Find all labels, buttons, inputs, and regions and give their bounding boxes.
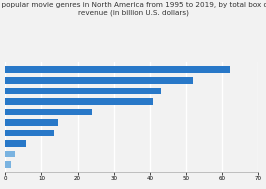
Bar xyxy=(5,161,11,168)
Bar xyxy=(5,130,54,136)
Bar xyxy=(5,77,193,84)
Bar xyxy=(5,88,161,94)
Bar xyxy=(5,67,230,73)
Bar xyxy=(5,109,92,115)
Bar xyxy=(5,151,15,157)
Bar xyxy=(5,140,26,147)
Bar xyxy=(5,98,153,105)
Bar xyxy=(5,119,58,126)
Text: Most popular movie genres in North America from 1995 to 2019, by total box offic: Most popular movie genres in North Ameri… xyxy=(0,2,266,16)
